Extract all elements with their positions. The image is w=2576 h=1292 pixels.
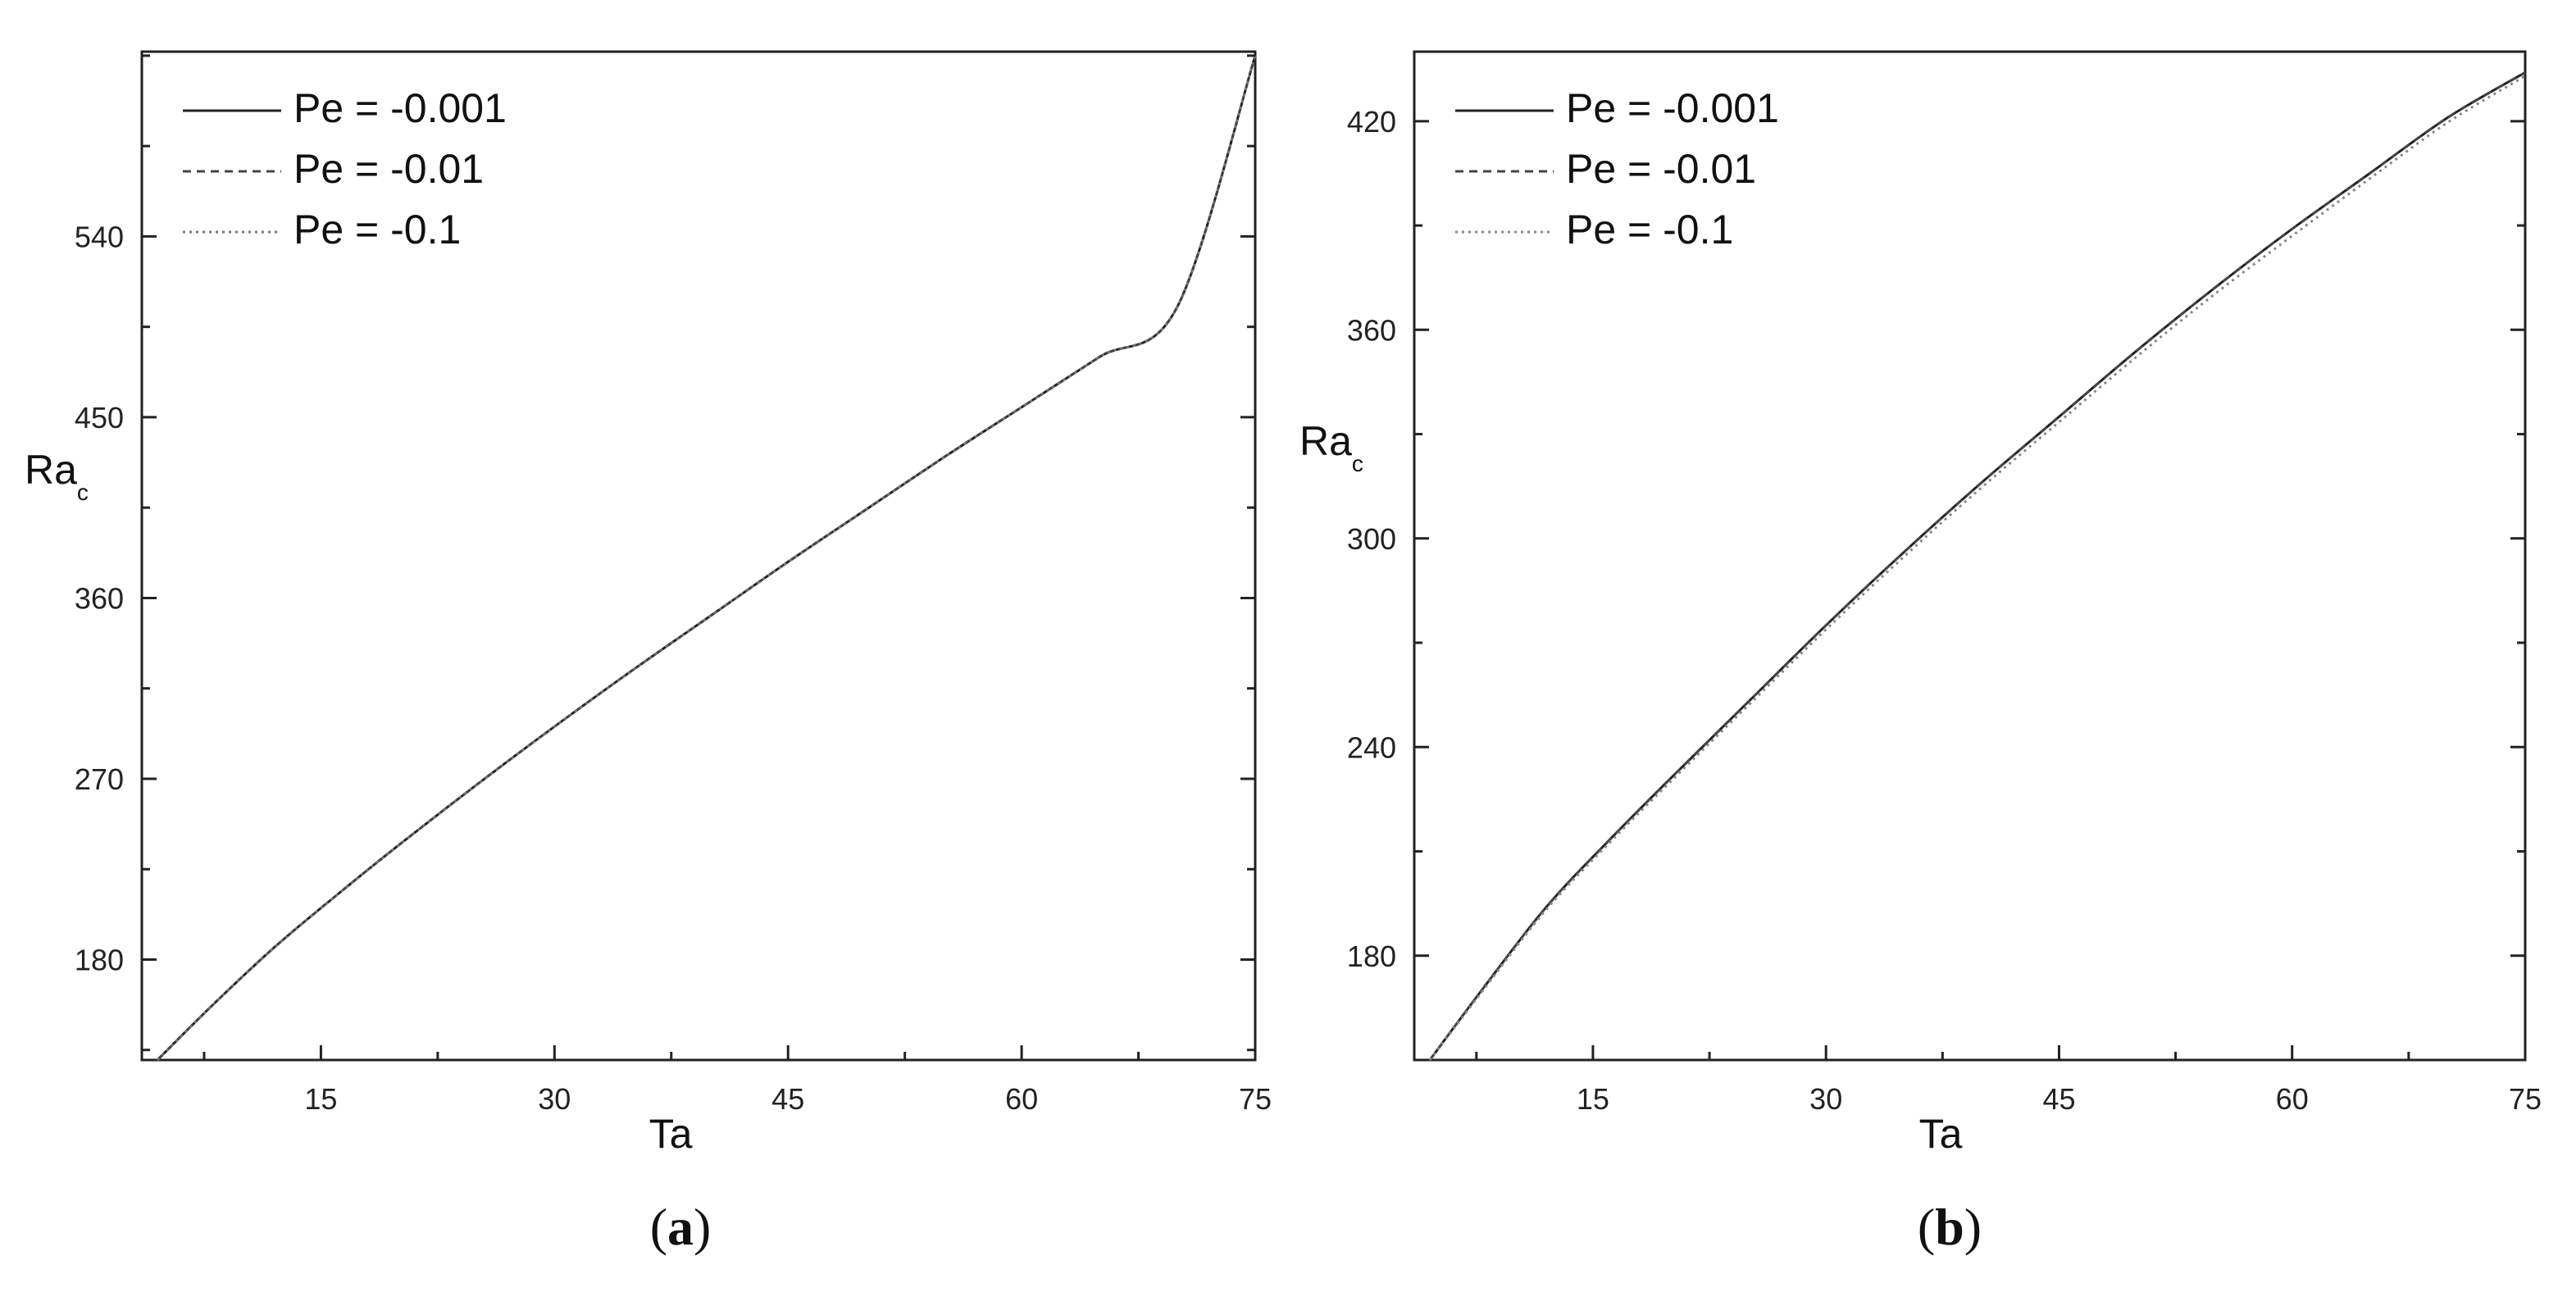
legend-label-b-1: Pe = -0.01 <box>1566 146 1756 192</box>
y-axis-label-a: Rac <box>25 447 89 505</box>
plot-frame-a <box>140 50 1257 1062</box>
y-tick-label-a: 270 <box>75 762 124 796</box>
legend-label-b-2: Pe = -0.1 <box>1566 207 1733 252</box>
series-line-b-1 <box>1428 71 2526 1061</box>
panel-caption-b: (b) <box>1918 1198 1982 1256</box>
y-tick-label-a: 450 <box>75 401 124 434</box>
legend-a: Pe = -0.001 Pe = -0.01 Pe = -0.1 <box>183 85 507 252</box>
panel-caption-letter-a: a <box>667 1198 694 1256</box>
ticks-layer-b: 15 30 45 60 75 180 240 300 360 420 <box>1347 105 2542 1116</box>
x-tick-label-a: 15 <box>304 1082 337 1116</box>
x-tick-label-a: 75 <box>1239 1082 1272 1116</box>
series-line-b-2 <box>1428 75 2526 1061</box>
x-tick-label-a: 45 <box>771 1082 804 1116</box>
ticks-layer-a: 15 30 45 60 75 180 270 360 450 540 <box>75 54 1272 1116</box>
x-tick-label-b: 30 <box>1809 1082 1842 1116</box>
y-tick-label-a: 180 <box>75 943 124 976</box>
y-axis-label-b: Rac <box>1299 418 1363 476</box>
y-axis-label-main-a: Ra <box>25 447 77 493</box>
y-tick-label-b: 420 <box>1347 105 1396 139</box>
y-tick-label-b: 360 <box>1347 313 1396 347</box>
y-axis-label-sub-b: c <box>1352 451 1363 476</box>
y-axis-label-sub-a: c <box>77 480 89 505</box>
y-axis-label-main-b: Ra <box>1299 418 1352 464</box>
x-tick-label-b: 75 <box>2509 1082 2542 1116</box>
x-tick-label-a: 60 <box>1005 1082 1038 1116</box>
legend-label-a-2: Pe = -0.1 <box>294 207 461 252</box>
series-layer-a <box>156 55 1257 1062</box>
series-layer-b <box>1428 71 2526 1061</box>
plot-frame-b <box>1413 50 2527 1062</box>
y-tick-label-b: 240 <box>1347 730 1396 764</box>
x-tick-label-b: 45 <box>2042 1082 2075 1116</box>
x-tick-label-b: 60 <box>2276 1082 2309 1116</box>
x-tick-label-a: 30 <box>538 1082 571 1116</box>
series-line-a-2 <box>156 55 1257 1062</box>
y-tick-label-a: 360 <box>75 581 124 615</box>
panel-caption-letter-b: b <box>1935 1198 1964 1256</box>
legend-label-a-0: Pe = -0.001 <box>294 85 507 131</box>
x-tick-label-b: 15 <box>1577 1082 1609 1116</box>
y-tick-label-b: 300 <box>1347 522 1396 556</box>
legend-label-a-1: Pe = -0.01 <box>294 146 484 192</box>
legend-label-b-0: Pe = -0.001 <box>1566 85 1779 131</box>
x-axis-label-b: Ta <box>1919 1111 1963 1157</box>
panel-caption-a: (a) <box>650 1198 712 1256</box>
y-tick-label-b: 180 <box>1347 939 1396 973</box>
y-tick-label-a: 540 <box>75 220 124 253</box>
x-axis-label-a: Ta <box>649 1111 693 1157</box>
legend-b: Pe = -0.001 Pe = -0.01 Pe = -0.1 <box>1455 85 1779 252</box>
